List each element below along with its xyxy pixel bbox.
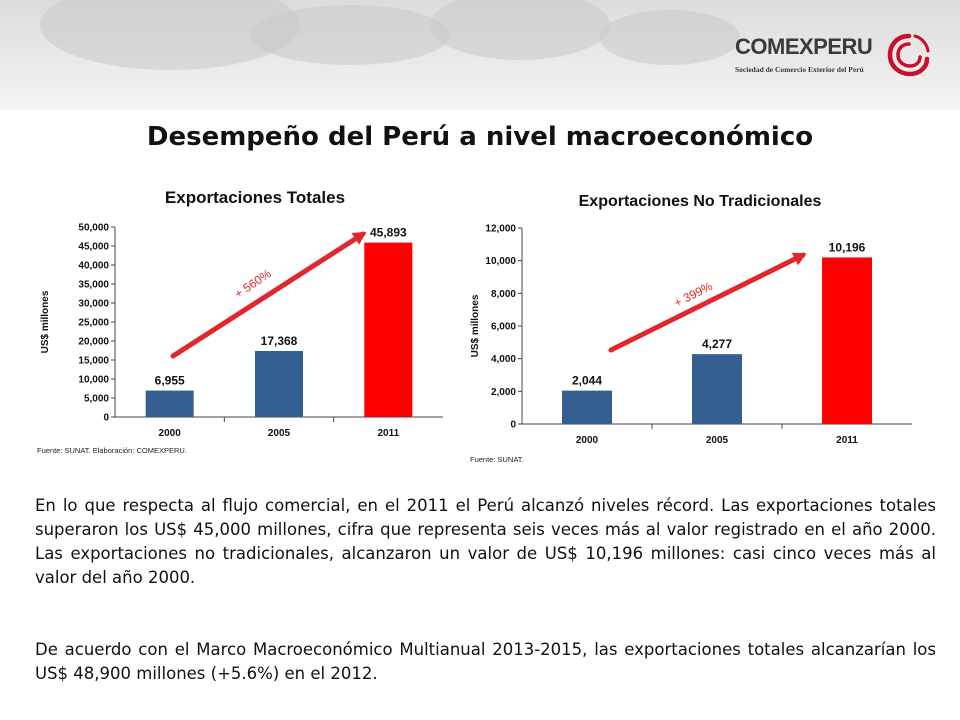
x-tick-label-2011: 2011 [377,428,399,439]
logo-swirl-icon [887,33,930,77]
world-map-shape [430,0,610,60]
data-label-2005: 17,368 [261,334,298,348]
y-tick-label: 45,000 [78,242,109,253]
growth-arrow-line [170,231,366,359]
chart-source-note: Fuente: SUNAT. Elaboración: COMEXPERU. [37,446,187,455]
bar-2000 [562,390,612,424]
chart-exportaciones-no-tradicionales: Exportaciones No Tradicionales 0 2,000 4,00… [458,172,925,470]
paragraph-exports-record: En lo que respecta al flujo comercial, e… [35,496,936,587]
bar-2000 [145,390,194,417]
bar-2005 [692,354,742,424]
chart-exportaciones-totales: Exportaciones Totales 0 5,000 10,000 15,000 2… [27,170,457,465]
world-map-shape [600,10,740,65]
growth-arrow-line [608,252,806,353]
x-tick-label-2000: 2000 [576,435,599,446]
chart-1-svg: Exportaciones No Tradicionales 0 2,000 4,00… [458,172,925,470]
y-tick-label: 10,000 [78,375,109,386]
y-tick-label: 20,000 [78,337,109,348]
chart-title: Exportaciones No Tradicionales [579,193,822,210]
x-tick-label-2000: 2000 [159,428,182,439]
chart-source-note: Fuente: SUNAT. [470,455,524,464]
y-tick-label: 15,000 [78,356,109,367]
y-axis-label: US$ millones [470,294,481,357]
y-axis-label: US$ millones [40,290,51,353]
x-tick-label-2011: 2011 [836,435,858,446]
world-map-shape [250,5,450,65]
logo-name: COMEXPERU [735,34,873,59]
comexperu-logo: COMEXPERU Sociedad de Comercio Exterior … [735,32,930,86]
y-tick-label: 35,000 [78,280,109,291]
data-label-2011: 45,893 [370,226,407,240]
growth-arrow-head [791,252,807,266]
x-tick-label-2005: 2005 [268,428,291,439]
y-tick-label: 4,000 [491,354,516,365]
data-label-2000: 6,955 [155,374,185,388]
y-tick-label: 10,000 [485,256,516,267]
y-tick-label: 8,000 [491,289,516,300]
data-label-2000: 2,044 [572,374,602,388]
chart-title: Exportaciones Totales [165,188,345,207]
x-tick-label-2005: 2005 [706,435,729,446]
bar-2011 [364,242,413,417]
y-tick-label: 0 [510,420,516,431]
page-title: Desempeño del Perú a nivel macroeconómic… [146,122,814,152]
y-tick-label: 25,000 [78,318,109,329]
y-tick-label: 2,000 [491,387,516,398]
data-label-2005: 4,277 [702,337,732,351]
y-tick-label: 40,000 [78,261,109,272]
logo-subtitle: Sociedad de Comercio Exterior del Perú [735,65,864,74]
y-tick-label: 6,000 [491,322,516,333]
bar-2011 [822,257,872,424]
y-tick-label: 12,000 [485,224,516,235]
paragraph-macro-forecast: De acuerdo con el Marco Macroeconómico M… [35,640,936,683]
growth-arrow-head [351,231,367,245]
bar-2005 [255,351,303,417]
y-tick-label: 30,000 [78,299,109,310]
header-banner: COMEXPERU Sociedad de Comercio Exterior … [0,0,960,110]
y-tick-label: 5,000 [84,394,109,405]
y-tick-label: 50,000 [78,223,109,234]
y-tick-label: 0 [103,413,109,424]
chart-0-svg: Exportaciones Totales 0 5,000 10,000 15,000 2… [27,170,457,465]
data-label-2011: 10,196 [829,240,866,254]
